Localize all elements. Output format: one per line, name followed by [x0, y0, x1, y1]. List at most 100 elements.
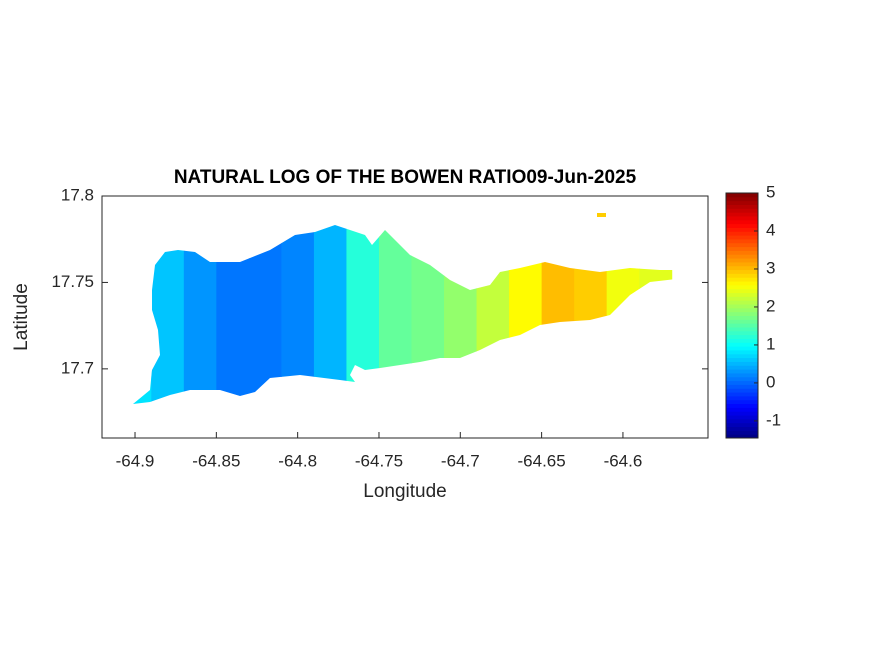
- map-cells: [133, 213, 673, 404]
- colorbar-swatch: [726, 384, 758, 389]
- colorbar-swatch: [726, 342, 758, 347]
- map-cell: [541, 213, 575, 404]
- colorbar-swatch: [726, 411, 758, 416]
- colorbar-swatch: [726, 415, 758, 420]
- colorbar-swatch: [726, 372, 758, 378]
- map-cell: [346, 213, 380, 404]
- colorbar-swatch: [726, 319, 758, 324]
- y-tick-label: 17.8: [61, 185, 94, 204]
- colorbar-swatch: [726, 399, 758, 405]
- colorbar-swatch: [726, 418, 758, 424]
- colorbar-swatch: [726, 208, 758, 213]
- colorbar-swatch: [726, 196, 758, 202]
- map-cell: [411, 213, 445, 404]
- colorbar-swatch: [726, 231, 758, 236]
- colorbar-swatch: [726, 430, 758, 435]
- map-cell: [281, 213, 315, 404]
- colorbar-swatch: [726, 346, 758, 351]
- chart-title: NATURAL LOG OF THE BOWEN RATIO09-Jun-202…: [174, 167, 637, 188]
- map-cell: [606, 213, 640, 404]
- x-axis-label: Longitude: [363, 481, 446, 502]
- colorbar-swatch: [726, 315, 758, 320]
- colorbar-swatch: [726, 323, 758, 328]
- map-cell: [133, 213, 152, 404]
- map-cell: [313, 213, 347, 404]
- x-tick-label: -64.85: [192, 451, 240, 470]
- colorbar-swatch: [726, 365, 758, 370]
- colorbar-swatch: [726, 338, 758, 343]
- colorbar-swatch: [726, 388, 758, 393]
- y-tick-label: 17.75: [51, 272, 94, 291]
- colorbar-swatch: [726, 403, 758, 408]
- colorbar-swatch: [726, 288, 758, 294]
- colorbar-tick-label: 4: [766, 220, 775, 239]
- map-cell: [248, 213, 282, 404]
- map-cell: [574, 213, 608, 404]
- colorbar-swatch: [726, 242, 758, 248]
- colorbar-swatch: [726, 250, 758, 255]
- map-cell: [639, 213, 673, 404]
- colorbar-swatch: [726, 235, 758, 240]
- colorbar-swatch: [726, 407, 758, 412]
- colorbar-swatch: [726, 215, 758, 221]
- colorbar-swatch: [726, 334, 758, 339]
- map-cell: [509, 213, 543, 404]
- y-axis-label: Latitude: [11, 283, 32, 351]
- map-cell: [476, 213, 510, 404]
- colorbar-tick-label: 5: [766, 182, 775, 201]
- colorbar-swatch: [726, 376, 758, 382]
- x-tick-label: -64.9: [116, 451, 155, 470]
- x-tick-label: -64.65: [518, 451, 566, 470]
- colorbar-swatch: [726, 258, 758, 263]
- colorbar-swatch: [726, 281, 758, 286]
- x-tick-label: -64.75: [355, 451, 403, 470]
- colorbar-swatch: [726, 200, 758, 205]
- colorbar-swatch: [726, 380, 758, 385]
- x-tick-label: -64.8: [278, 451, 317, 470]
- colorbar-swatch: [726, 330, 758, 336]
- colorbar-swatch: [726, 204, 758, 209]
- colorbar-swatch: [726, 395, 758, 401]
- map-cell: [183, 213, 217, 404]
- map-cell: [444, 213, 478, 404]
- colorbar-box: [725, 192, 759, 439]
- colorbar-swatch: [726, 212, 758, 217]
- colorbar-swatch: [726, 369, 758, 374]
- colorbar-swatch: [726, 277, 758, 282]
- colorbar-swatch: [726, 227, 758, 232]
- colorbar-swatch: [726, 326, 758, 332]
- y-tick-label: 17.7: [61, 358, 94, 377]
- colorbar-swatch: [726, 426, 758, 431]
- colorbar-swatch: [726, 300, 758, 305]
- colorbar-swatch: [726, 261, 758, 267]
- colorbar-swatch: [726, 265, 758, 271]
- colorbar-swatch: [726, 246, 758, 251]
- colorbar-swatch: [726, 311, 758, 316]
- colorbar-tick-label: -1: [766, 410, 781, 429]
- colorbar-swatch: [726, 254, 758, 259]
- map-cell: [216, 213, 250, 404]
- colorbar-swatch: [726, 284, 758, 290]
- map-cell: [151, 213, 185, 404]
- axes: -64.9 -64.85 -64.8 -64.75 -64.7 -64.65 -64.6 17…: [51, 182, 781, 470]
- colorbar-swatch: [726, 304, 758, 309]
- colorbar-swatch: [726, 392, 758, 397]
- colorbar-swatch: [726, 422, 758, 428]
- colorbar-swatch: [726, 307, 758, 313]
- x-tick-label: -64.6: [604, 451, 643, 470]
- colorbar-swatch: [726, 296, 758, 301]
- x-tick-label: -64.7: [441, 451, 480, 470]
- colorbar-swatch: [726, 349, 758, 355]
- colorbar-swatch: [726, 223, 758, 228]
- colorbar-swatch: [726, 292, 758, 297]
- colorbar-swatch: [726, 219, 758, 225]
- colorbar-swatch: [726, 434, 758, 439]
- axes-box: [101, 195, 709, 439]
- colorbar-swatch: [726, 357, 758, 362]
- colorbar-tick-label: 0: [766, 372, 775, 391]
- colorbar-tick-label: 1: [766, 334, 775, 353]
- map-cell: [378, 213, 413, 404]
- colorbar-tick-label: 3: [766, 258, 775, 277]
- colorbar-tick-label: 2: [766, 296, 775, 315]
